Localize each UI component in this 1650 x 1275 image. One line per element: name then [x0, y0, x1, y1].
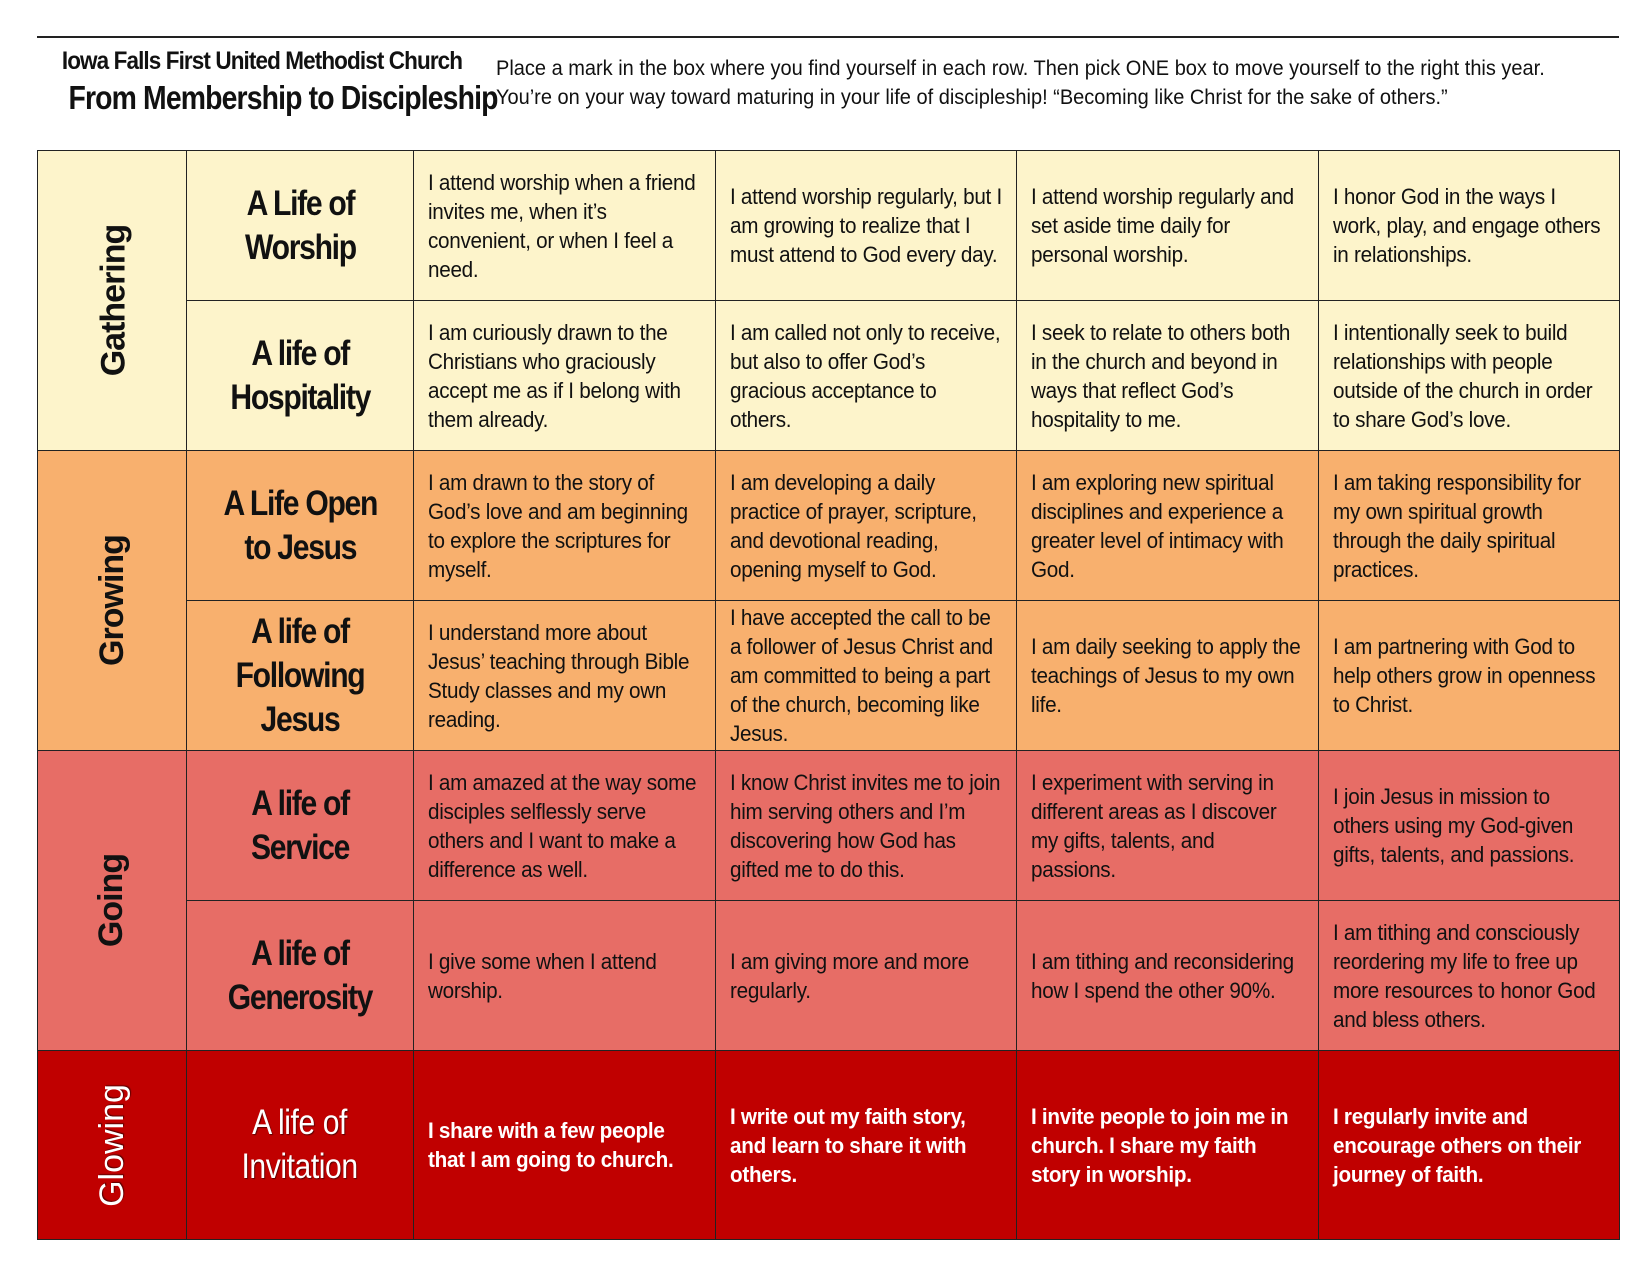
area-label: A life of Hospitality — [230, 333, 371, 417]
stage-box[interactable]: I am curiously drawn to the Christians w… — [413, 300, 716, 451]
instructions-line-1: Place a mark in the box where you find y… — [496, 56, 1545, 80]
phase-label: Glowing — [92, 1083, 131, 1207]
area-cell: A Life of Worship — [186, 150, 414, 301]
stage-text: I write out my faith story, and learn to… — [729, 1103, 967, 1187]
phase-label: Going — [92, 853, 131, 948]
stage-text: I am exploring new spiritual disciplines… — [1031, 469, 1284, 582]
stage-text: I seek to relate to others both in the c… — [1031, 319, 1291, 432]
stage-text: I honor God in the ways I work, play, an… — [1332, 184, 1601, 267]
discipleship-grid: Gathering A Life of Worship I attend wor… — [37, 150, 1620, 1240]
stage-text: I give some when I attend worship. — [428, 948, 657, 1003]
table-row: Going A life of Service I am amazed at t… — [37, 750, 1620, 1051]
table-row: A life of Generosity I give some when I … — [38, 900, 1620, 1051]
stage-text: I am partnering with God to help others … — [1332, 634, 1596, 717]
stage-box[interactable]: I am drawn to the story of God’s love an… — [413, 450, 716, 601]
instructions-line-2: You’re on your way toward maturing in yo… — [496, 85, 1448, 109]
stage-box[interactable]: I attend worship regularly, but I am gro… — [714, 150, 1017, 301]
stage-text: I understand more about Jesus’ teaching … — [428, 619, 690, 732]
stage-text: I am giving more and more regularly. — [729, 948, 969, 1003]
stage-box[interactable]: I am called not only to receive, but als… — [714, 300, 1017, 451]
title-block: Iowa Falls First United Methodist Church… — [37, 44, 499, 118]
stage-text: I experiment with serving in different a… — [1031, 769, 1277, 882]
stage-text: I am amazed at the way some disciples se… — [428, 769, 697, 882]
stage-text: I attend worship when a friend invites m… — [428, 169, 696, 282]
stage-box[interactable]: I have accepted the call to be a followe… — [714, 600, 1017, 751]
area-cell: A life of Service — [186, 750, 414, 901]
stage-text: I have accepted the call to be a followe… — [729, 605, 993, 746]
stage-box[interactable]: I understand more about Jesus’ teaching … — [413, 600, 716, 751]
page-title: From Membership to Discipleship — [68, 79, 499, 116]
stage-text: I am developing a daily practice of pray… — [729, 469, 977, 582]
area-label: A life of Following Jesus — [235, 611, 366, 739]
stage-box[interactable]: I give some when I attend worship. — [413, 900, 716, 1051]
stage-text: I am taking responsibility for my own sp… — [1332, 469, 1581, 582]
stage-box[interactable]: I am tithing and reconsidering how I spe… — [1016, 900, 1319, 1051]
stage-box[interactable]: I honor God in the ways I work, play, an… — [1317, 150, 1620, 301]
stage-text: I am tithing and consciously reordering … — [1332, 919, 1596, 1032]
stage-text: I share with a few people that I am goin… — [428, 1118, 674, 1172]
stage-text: I attend worship regularly, but I am gro… — [729, 184, 1002, 267]
stage-text: I am called not only to receive, but als… — [729, 319, 1001, 432]
area-label: A Life of Worship — [244, 183, 357, 267]
stage-box[interactable]: I am partnering with God to help others … — [1317, 600, 1620, 751]
top-rule — [37, 36, 1619, 38]
area-cell: A life of Hospitality — [186, 300, 414, 451]
stage-text: I invite people to join me in church. I … — [1031, 1103, 1289, 1187]
stage-text: I am drawn to the story of God’s love an… — [428, 469, 688, 582]
stage-text: I am curiously drawn to the Christians w… — [428, 319, 681, 432]
stage-box[interactable]: I share with a few people that I am goin… — [413, 1050, 716, 1240]
stage-text: I regularly invite and encourage others … — [1332, 1103, 1581, 1187]
stage-text: I am daily seeking to apply the teaching… — [1031, 634, 1301, 717]
area-label: A life of Generosity — [227, 933, 374, 1017]
stage-box[interactable]: I experiment with serving in different a… — [1016, 750, 1319, 901]
table-row: A life of Hospitality I am curiously dra… — [38, 300, 1620, 451]
stage-text: I join Jesus in mission to others using … — [1332, 784, 1575, 867]
stage-box[interactable]: I intentionally seek to build relationsh… — [1317, 300, 1620, 451]
stage-box[interactable]: I am taking responsibility for my own sp… — [1317, 450, 1620, 601]
church-name: Iowa Falls First United Methodist Church — [61, 47, 463, 75]
stage-box[interactable]: I seek to relate to others both in the c… — [1016, 300, 1319, 451]
stage-text: I attend worship regularly and set aside… — [1031, 184, 1294, 267]
stage-box[interactable]: I know Christ invites me to join him ser… — [714, 750, 1017, 901]
stage-box[interactable]: I am tithing and consciously reordering … — [1317, 900, 1620, 1051]
stage-text: I know Christ invites me to join him ser… — [729, 769, 1001, 882]
stage-box[interactable]: I regularly invite and encourage others … — [1317, 1050, 1620, 1240]
phase-gathering: Gathering — [37, 150, 187, 451]
area-cell: A life of Generosity — [186, 900, 414, 1051]
stage-box[interactable]: I am giving more and more regularly. — [714, 900, 1017, 1051]
area-cell: A Life Open to Jesus — [186, 450, 414, 601]
table-row: A life of Following Jesus I understand m… — [38, 600, 1620, 751]
phase-label: Growing — [92, 535, 131, 666]
table-row: Growing A Life Open to Jesus I am drawn … — [37, 450, 1620, 751]
stage-box[interactable]: I am amazed at the way some disciples se… — [413, 750, 716, 901]
area-label: A life of Invitation — [241, 1103, 359, 1186]
area-label: A life of Service — [250, 783, 350, 867]
stage-text: I am tithing and reconsidering how I spe… — [1031, 948, 1294, 1003]
stage-box[interactable]: I am developing a daily practice of pray… — [714, 450, 1017, 601]
area-label: A Life Open to Jesus — [223, 483, 378, 567]
area-cell: A life of Invitation — [186, 1050, 414, 1240]
phase-glowing: Glowing — [37, 1050, 187, 1240]
area-cell: A life of Following Jesus — [186, 600, 414, 751]
stage-box[interactable]: I write out my faith story, and learn to… — [714, 1050, 1017, 1240]
table-row: Gathering A Life of Worship I attend wor… — [37, 150, 1620, 451]
stage-text: I intentionally seek to build relationsh… — [1332, 319, 1593, 432]
stage-box[interactable]: I attend worship when a friend invites m… — [413, 150, 716, 301]
stage-box[interactable]: I invite people to join me in church. I … — [1016, 1050, 1319, 1240]
stage-box[interactable]: I attend worship regularly and set aside… — [1016, 150, 1319, 301]
phase-growing: Growing — [37, 450, 187, 751]
stage-box[interactable]: I am exploring new spiritual disciplines… — [1016, 450, 1319, 601]
instructions: Place a mark in the box where you find y… — [496, 54, 1545, 112]
phase-going: Going — [37, 750, 187, 1051]
table-row: Glowing A life of Invitation I share wit… — [37, 1050, 1620, 1240]
stage-box[interactable]: I join Jesus in mission to others using … — [1317, 750, 1620, 901]
phase-label: Gathering — [94, 224, 133, 377]
stage-box[interactable]: I am daily seeking to apply the teaching… — [1016, 600, 1319, 751]
